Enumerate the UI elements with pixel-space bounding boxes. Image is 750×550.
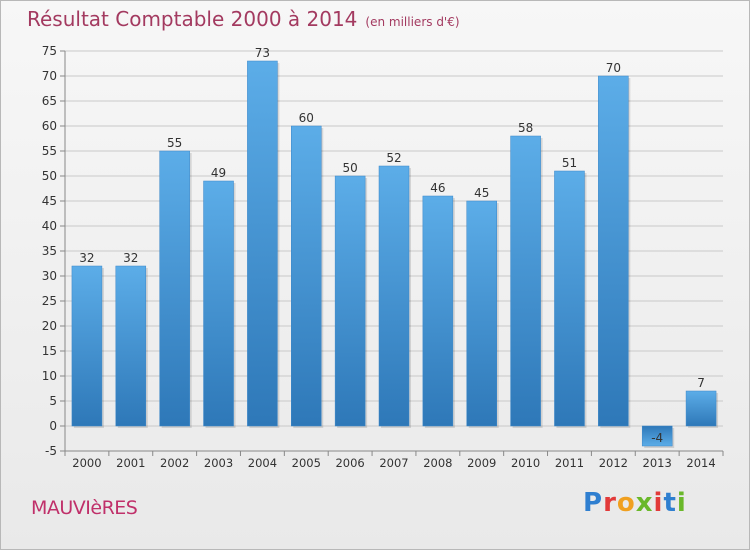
data-label: 73 <box>255 46 270 60</box>
data-label: 50 <box>342 161 357 175</box>
x-tick-label: 2014 <box>686 456 715 470</box>
bars <box>71 60 719 448</box>
y-tick-label: 10 <box>42 369 57 383</box>
y-tick-label: 45 <box>42 194 57 208</box>
x-tick-label: 2009 <box>467 456 496 470</box>
bar-2013 <box>641 425 673 447</box>
bar-2003 <box>203 180 234 427</box>
chart-title-text: Résultat Comptable 2000 à 2014 <box>27 7 358 31</box>
data-label: 70 <box>606 61 621 75</box>
x-tick-label: 2010 <box>511 456 540 470</box>
chart-subtitle: (en milliers d'€) <box>365 15 460 29</box>
logo-letter: o <box>616 488 636 518</box>
bar-2004 <box>247 60 278 427</box>
y-tick-label: 70 <box>42 69 57 83</box>
y-tick-label: 60 <box>42 119 57 133</box>
bar-2009 <box>466 200 497 427</box>
y-tick-label: -5 <box>45 444 57 458</box>
bar-2001 <box>115 265 147 427</box>
logo-letter: i <box>676 488 687 518</box>
data-label: 60 <box>299 111 314 125</box>
x-tick-label: 2012 <box>599 456 628 470</box>
x-tick-label: 2008 <box>423 456 452 470</box>
y-tick-label: 40 <box>42 219 57 233</box>
chart-title: Résultat Comptable 2000 à 2014 (en millie… <box>27 7 460 31</box>
x-tick-label: 2005 <box>292 456 321 470</box>
bar-2008 <box>422 195 454 427</box>
y-tick-label: 20 <box>42 319 57 333</box>
logo-letter: i <box>653 488 664 518</box>
data-label: 46 <box>430 181 445 195</box>
bar-2011 <box>554 170 585 427</box>
y-tick-label: 55 <box>42 144 57 158</box>
x-tick-label: 2002 <box>160 456 189 470</box>
y-tick-label: 0 <box>49 419 57 433</box>
y-tick-label: 35 <box>42 244 57 258</box>
bar-2000 <box>71 265 103 427</box>
data-label: 51 <box>562 156 577 170</box>
bar-2005 <box>291 125 322 427</box>
bar-2006 <box>334 175 366 427</box>
town-name: MAUVIèRES <box>31 497 138 519</box>
bar-2014 <box>685 390 717 427</box>
data-label: 32 <box>123 251 138 265</box>
y-tick-label: 75 <box>42 44 57 58</box>
axes: -5 0 5 10 15 20 25 30 35 40 45 50 55 60 65 70 75 2000 2001… <box>42 44 724 470</box>
y-tick-label: 30 <box>42 269 57 283</box>
logo-letter: t <box>663 488 677 518</box>
logo-letter: P <box>583 488 604 518</box>
logo-letter: x <box>635 488 654 518</box>
y-tick-label: 15 <box>42 344 57 358</box>
x-tick-label: 2007 <box>379 456 408 470</box>
data-label: 52 <box>386 151 401 165</box>
y-tick-label: 25 <box>42 294 57 308</box>
data-labels: 32 32 55 49 73 60 50 52 46 45 58 51 70 -4 7 <box>79 46 705 445</box>
data-label: 58 <box>518 121 533 135</box>
logo-letter: r <box>603 488 617 518</box>
bar-2012 <box>598 75 629 427</box>
bar-2007 <box>378 165 410 427</box>
data-label: 55 <box>167 136 182 150</box>
data-label: -4 <box>651 431 663 445</box>
y-tick-label: 5 <box>49 394 57 408</box>
x-tick-label: 2006 <box>335 456 364 470</box>
x-tick-label: 2000 <box>72 456 101 470</box>
bar-2002 <box>159 150 190 427</box>
y-tick-label: 50 <box>42 169 57 183</box>
x-tick-label: 2003 <box>204 456 233 470</box>
data-label: 32 <box>79 251 94 265</box>
x-tick-label: 2001 <box>116 456 145 470</box>
bar-2010 <box>510 135 541 427</box>
y-tick-label: 65 <box>42 94 57 108</box>
data-label: 49 <box>211 166 226 180</box>
data-label: 45 <box>474 186 489 200</box>
data-label: 7 <box>697 376 705 390</box>
x-tick-label: 2013 <box>643 456 672 470</box>
proxiti-logo: Proxiti <box>583 488 687 518</box>
x-tick-label: 2004 <box>248 456 277 470</box>
x-tick-label: 2011 <box>555 456 584 470</box>
